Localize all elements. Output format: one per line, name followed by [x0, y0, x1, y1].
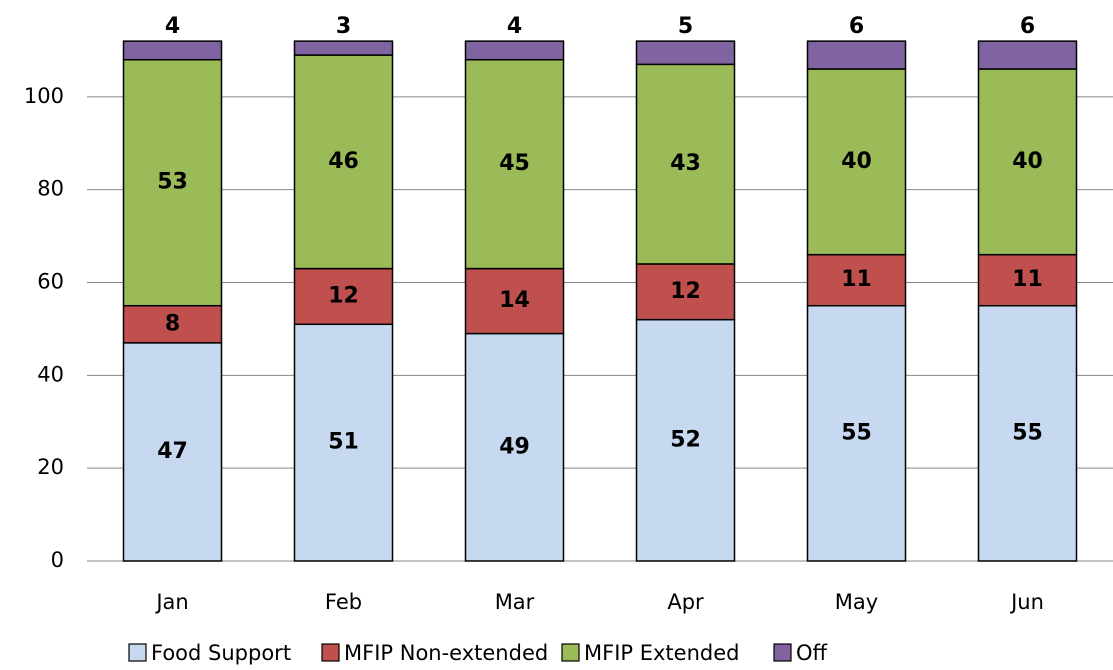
bar-segment — [806, 304, 907, 562]
legend-label: Off — [796, 641, 828, 665]
legend-swatch — [561, 643, 580, 662]
bar-segment — [464, 332, 565, 562]
legend-swatch — [773, 643, 792, 662]
y-tick-label: 40 — [37, 362, 64, 386]
x-tick-label: Feb — [325, 590, 362, 614]
data-label: 5 — [678, 14, 693, 39]
bar-segment — [635, 318, 736, 562]
data-label: 14 — [499, 288, 530, 313]
x-tick-label: Mar — [495, 590, 535, 614]
data-label: 40 — [1012, 149, 1043, 174]
legend-label: MFIP Non-extended — [344, 641, 548, 665]
bar-segment — [806, 68, 907, 256]
bar-segment — [122, 304, 223, 344]
legend-swatch — [321, 643, 340, 662]
y-tick-label: 0 — [51, 548, 64, 572]
data-label: 55 — [841, 420, 872, 445]
bar-segment — [977, 40, 1078, 70]
y-tick-label: 80 — [37, 177, 64, 201]
data-label: 8 — [165, 311, 180, 336]
bar-segment — [464, 267, 565, 335]
bar-segment — [977, 304, 1078, 562]
data-label: 45 — [499, 151, 530, 176]
data-label: 49 — [499, 434, 530, 459]
data-label: 40 — [841, 149, 872, 174]
bar-segment — [122, 342, 223, 562]
data-label: 4 — [507, 14, 522, 39]
data-label: 6 — [1020, 14, 1035, 39]
data-label: 51 — [328, 430, 359, 455]
legend-label: Food Support — [151, 641, 291, 665]
data-label: 11 — [841, 267, 872, 292]
y-tick-label: 60 — [37, 270, 64, 294]
data-label: 46 — [328, 149, 359, 174]
bar-segment — [122, 40, 223, 61]
bar-segment — [464, 40, 565, 61]
bar-segment — [293, 267, 394, 326]
bar-segment — [635, 263, 736, 321]
legend-swatch — [128, 643, 147, 662]
bar-segment — [464, 58, 565, 270]
x-tick-label: Apr — [667, 590, 704, 614]
bar-segment — [122, 58, 223, 307]
bar-segment — [806, 40, 907, 70]
bar-segment — [293, 54, 394, 270]
bar-segment — [806, 253, 907, 307]
data-label: 6 — [849, 14, 864, 39]
data-label: 11 — [1012, 267, 1043, 292]
data-label: 12 — [328, 283, 359, 308]
x-tick-label: Jun — [1009, 590, 1044, 614]
x-tick-label: May — [835, 590, 878, 614]
bar-segment — [635, 63, 736, 265]
data-label: 4 — [165, 14, 180, 39]
data-label: 3 — [336, 14, 351, 39]
data-label: 53 — [157, 170, 188, 195]
x-tick-label: Jan — [154, 590, 188, 614]
data-label: 52 — [670, 427, 701, 452]
y-tick-label: 20 — [37, 455, 64, 479]
data-label: 43 — [670, 151, 701, 176]
legend-label: MFIP Extended — [584, 641, 739, 665]
data-label: 12 — [670, 279, 701, 304]
data-label: 55 — [1012, 420, 1043, 445]
y-tick-label: 100 — [24, 84, 64, 108]
data-label: 47 — [157, 439, 188, 464]
bar-segment — [293, 40, 394, 56]
bar-segment — [635, 40, 736, 66]
